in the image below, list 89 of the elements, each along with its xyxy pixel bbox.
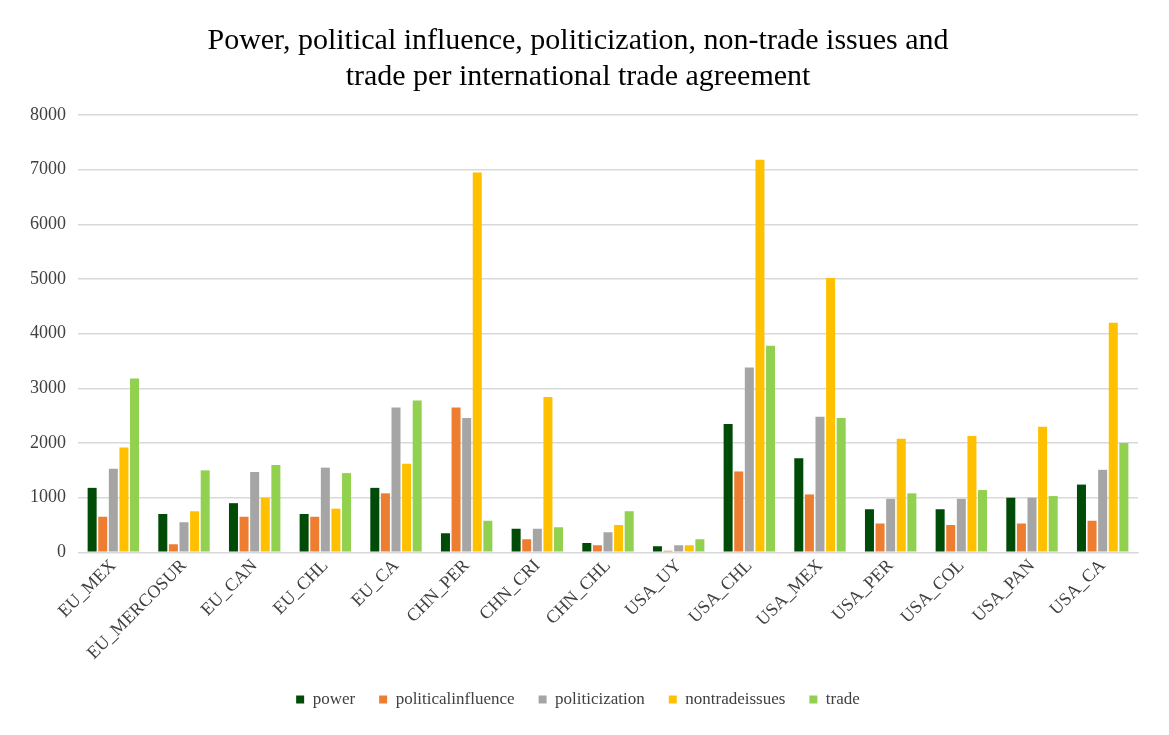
bar	[402, 463, 412, 552]
bar	[875, 523, 885, 552]
bar	[119, 447, 129, 552]
bar	[179, 522, 189, 552]
bar	[1016, 523, 1026, 552]
bar	[511, 528, 521, 552]
legend-label: trade	[825, 688, 860, 708]
bar	[614, 525, 624, 552]
bar	[603, 532, 613, 552]
bar	[271, 464, 281, 552]
y-tick-label: 6000	[30, 213, 66, 234]
legend-label: nontradeissues	[685, 688, 786, 708]
bar	[522, 539, 532, 552]
bar	[370, 487, 380, 552]
bar	[1006, 497, 1016, 552]
bar	[320, 467, 330, 552]
bar	[804, 494, 814, 552]
bar	[331, 508, 341, 552]
bar	[967, 435, 977, 552]
bar	[412, 400, 422, 552]
bar	[896, 438, 906, 552]
y-tick-label: 8000	[30, 103, 66, 124]
y-tick-label: 1000	[30, 486, 66, 507]
bar	[794, 458, 804, 552]
bar	[228, 503, 238, 552]
bar	[239, 516, 249, 552]
bar	[98, 516, 108, 552]
bar	[956, 498, 966, 552]
bar	[543, 397, 553, 552]
bar	[652, 546, 662, 552]
bar	[451, 407, 461, 552]
y-tick-label: 5000	[30, 267, 66, 288]
bar	[250, 472, 260, 552]
bar	[684, 545, 694, 552]
bar	[554, 527, 564, 552]
bar	[532, 528, 542, 552]
legend-label: politicalinfluence	[395, 688, 515, 708]
bar	[755, 159, 765, 552]
bar	[440, 533, 450, 552]
bar	[380, 493, 390, 552]
bar	[674, 545, 684, 552]
bar	[1108, 322, 1118, 552]
bar	[168, 544, 178, 552]
bar	[836, 417, 846, 552]
bar	[582, 543, 592, 552]
legend-label: politicization	[555, 688, 646, 708]
bar	[108, 468, 118, 552]
bar	[734, 471, 744, 552]
bar	[695, 539, 705, 552]
y-tick-label: 2000	[30, 431, 66, 452]
bar	[190, 511, 200, 552]
legend-label: power	[312, 688, 356, 708]
bar	[935, 509, 945, 552]
bar	[946, 525, 956, 552]
bar	[158, 514, 168, 552]
bar	[391, 407, 401, 552]
bar	[766, 345, 776, 552]
bar	[342, 473, 352, 552]
bar	[472, 172, 482, 552]
bar	[260, 497, 270, 552]
y-tick-label: 4000	[30, 322, 66, 343]
bar	[978, 490, 988, 552]
bar	[299, 514, 309, 552]
bar	[1048, 496, 1058, 552]
bar	[462, 417, 472, 552]
bar	[864, 509, 874, 552]
bar	[826, 277, 836, 552]
bar	[1119, 443, 1129, 552]
bar	[815, 416, 825, 552]
bar	[624, 511, 634, 552]
bar	[1098, 469, 1108, 552]
bar	[1038, 426, 1048, 552]
y-tick-label: 3000	[30, 377, 66, 398]
bar	[1076, 484, 1086, 552]
bar	[87, 487, 97, 552]
bar	[130, 378, 140, 552]
bar	[200, 470, 210, 552]
bar	[483, 520, 493, 552]
bar	[1087, 520, 1097, 552]
bar	[723, 423, 733, 552]
y-tick-label: 0	[57, 541, 66, 562]
bar	[592, 545, 602, 552]
bar	[907, 493, 917, 552]
bar	[1027, 497, 1037, 552]
chart-title: Power, political influence, politicization, non-trade issues and trade per international trade agreement	[207, 21, 949, 91]
bar	[310, 516, 320, 552]
bar	[744, 367, 754, 552]
bar	[886, 498, 896, 552]
y-tick-label: 7000	[30, 158, 66, 179]
